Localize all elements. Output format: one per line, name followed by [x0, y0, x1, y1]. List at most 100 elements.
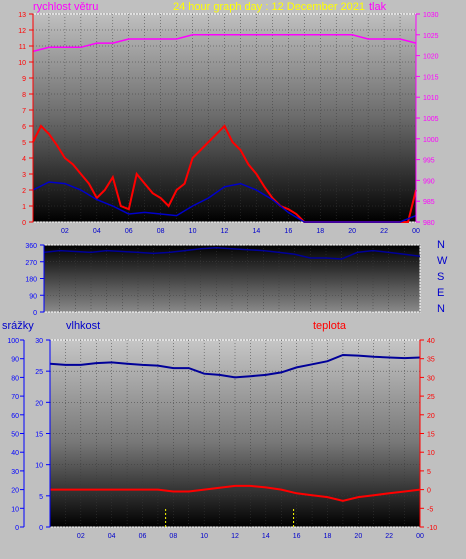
rain-tick-label: 20: [11, 488, 19, 495]
x-tick-label: 18: [316, 228, 324, 235]
wind-tick-label: 13: [18, 12, 26, 19]
x-tick-label: 22: [385, 533, 393, 540]
x-tick-label: 10: [200, 533, 208, 540]
x-tick-label: 06: [125, 228, 133, 235]
x-tick-label: 02: [61, 228, 69, 235]
wind-tick-label: 1: [22, 204, 26, 211]
compass-label-w: W: [437, 255, 448, 267]
x-tick-label: 00: [412, 228, 420, 235]
wind-title: rychlost větru: [33, 1, 98, 13]
temperature-tick-label: -5: [427, 506, 433, 513]
humidity-tick-label: 20: [35, 400, 43, 407]
direction-line: [43, 247, 421, 260]
direction-tick-label: 270: [25, 260, 37, 267]
compass-label-n2: N: [437, 303, 445, 315]
rain-tick-label: 100: [7, 338, 19, 345]
direction-tick-label: 180: [25, 277, 37, 284]
humidity-title: vlhkost: [66, 320, 100, 332]
pressure-tick-label: 1010: [423, 95, 439, 102]
wind-tick-label: 8: [22, 92, 26, 99]
humidity-tick-label: 25: [35, 369, 43, 376]
wind-avg-line: [32, 181, 417, 223]
wind-tick-label: 7: [22, 108, 26, 115]
rain-tick-label: 90: [11, 357, 19, 364]
x-tick-label: 06: [139, 533, 147, 540]
x-tick-label: 12: [221, 228, 229, 235]
pressure-tick-label: 1030: [423, 12, 439, 19]
x-tick-label: 16: [293, 533, 301, 540]
x-tick-label: 16: [284, 228, 292, 235]
temperature-tick-label: 40: [427, 338, 435, 345]
x-tick-label: 22: [380, 228, 388, 235]
pressure-tick-label: 1025: [423, 33, 439, 40]
compass-label-s: S: [437, 271, 444, 283]
pressure-tick-label: 1005: [423, 116, 439, 123]
wind-tick-label: 12: [18, 28, 26, 35]
x-tick-label: 12: [231, 533, 239, 540]
x-tick-label: 04: [93, 228, 101, 235]
temperature-tick-label: 30: [427, 375, 435, 382]
graph-date-title: 24 hour graph day : 12 December 2021: [173, 1, 365, 13]
humidity-tick-label: 15: [35, 432, 43, 439]
wind-tick-label: 2: [22, 188, 26, 195]
rain-tick-label: 0: [15, 525, 19, 532]
direction-tick-label: 0: [33, 310, 37, 317]
rain-title: srážky: [2, 320, 34, 332]
x-tick-label: 10: [189, 228, 197, 235]
x-tick-label: 20: [354, 533, 362, 540]
pressure-title: tlak: [369, 1, 387, 13]
pressure-tick-label: 1015: [423, 74, 439, 81]
wind-tick-label: 3: [22, 172, 26, 179]
temperature-tick-label: 20: [427, 413, 435, 420]
x-tick-label: 18: [324, 533, 332, 540]
humidity-tick-label: 30: [35, 338, 43, 345]
wind-tick-label: 11: [19, 44, 26, 51]
pressure-line: [32, 34, 417, 53]
pressure-tick-label: 995: [423, 158, 435, 165]
rain-tick-label: 30: [11, 469, 19, 476]
pressure-tick-label: 1000: [423, 137, 439, 144]
pressure-tick-label: 1020: [423, 54, 439, 61]
compass-label-n: N: [437, 239, 445, 251]
x-tick-label: 14: [262, 533, 270, 540]
temperature-tick-label: 25: [427, 394, 435, 401]
direction-tick-label: 360: [25, 243, 37, 250]
x-tick-label: 04: [108, 533, 116, 540]
direction-tick-label: 90: [29, 293, 37, 300]
x-tick-label: 08: [169, 533, 177, 540]
rain-tick-label: 60: [11, 413, 19, 420]
temperature-line: [50, 484, 421, 502]
pressure-tick-label: 980: [423, 220, 435, 227]
wind-tick-label: 10: [18, 60, 26, 67]
pressure-tick-label: 985: [423, 199, 435, 206]
x-tick-label: 08: [157, 228, 165, 235]
temperature-title: teplota: [313, 320, 347, 332]
temperature-tick-label: 10: [427, 450, 435, 457]
humidity-tick-label: 0: [39, 525, 43, 532]
temperature-tick-label: 0: [427, 488, 431, 495]
humidity-tick-label: 5: [39, 494, 43, 501]
rain-tick-label: 50: [11, 432, 19, 439]
wind-tick-label: 6: [22, 124, 26, 131]
wind-tick-label: 5: [22, 140, 26, 147]
rain-tick-label: 80: [11, 375, 19, 382]
humidity-line: [49, 353, 421, 379]
temperature-tick-label: 5: [427, 469, 431, 476]
temperature-tick-label: 35: [427, 357, 435, 364]
wind-tick-label: 4: [22, 156, 26, 163]
rain-tick-label: 40: [11, 450, 19, 457]
rain-tick-label: 10: [11, 506, 19, 513]
x-tick-label: 00: [416, 533, 424, 540]
temperature-tick-label: -10: [427, 525, 437, 532]
x-tick-label: 20: [348, 228, 356, 235]
temperature-tick-label: 15: [427, 432, 435, 439]
wind-tick-label: 0: [22, 220, 26, 227]
rain-tick-label: 70: [11, 394, 19, 401]
pressure-tick-label: 990: [423, 178, 435, 185]
compass-label-e: E: [437, 287, 444, 299]
humidity-tick-label: 10: [35, 463, 43, 470]
x-tick-label: 14: [253, 228, 261, 235]
x-tick-label: 02: [77, 533, 85, 540]
